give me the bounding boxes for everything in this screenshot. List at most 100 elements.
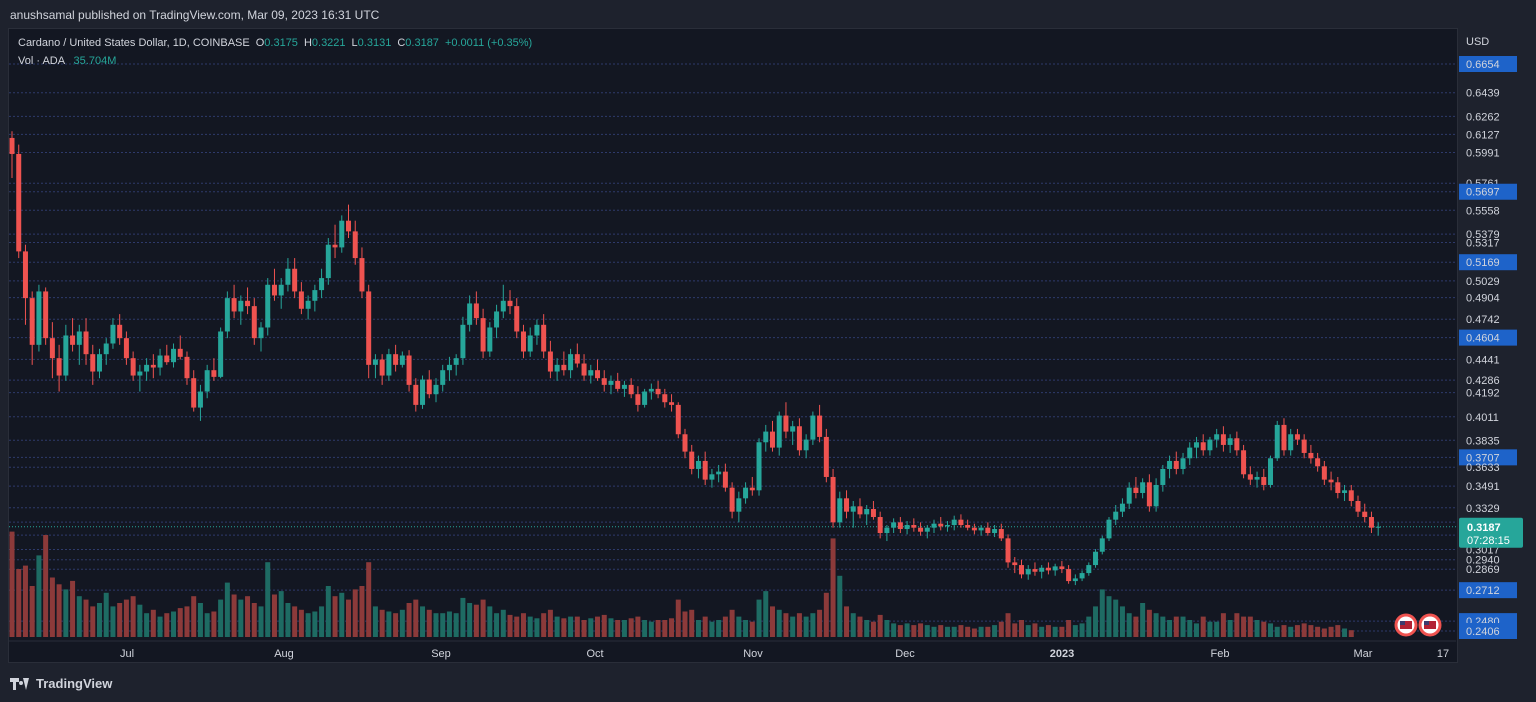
candle-body <box>325 244 331 279</box>
volume-bar <box>547 609 553 637</box>
time-tick-label: Oct <box>586 648 603 660</box>
volume-bar <box>1200 616 1206 637</box>
volume-bar <box>204 613 210 637</box>
volume-bar <box>1187 620 1193 637</box>
candle-body <box>547 351 553 372</box>
volume-bar <box>1019 620 1024 637</box>
candle-body <box>601 378 607 385</box>
candle-body <box>413 384 419 405</box>
candle-body <box>769 431 775 448</box>
candle-body <box>1261 476 1267 485</box>
candle-body <box>850 506 856 512</box>
ohlc-legend: Cardano / United States Dollar, 1D, COIN… <box>18 37 532 49</box>
candle-body <box>1140 482 1146 493</box>
volume-bar <box>1032 623 1038 637</box>
candle-body <box>379 359 385 376</box>
volume-bar <box>702 616 708 637</box>
candle-body <box>36 291 42 345</box>
candle-body <box>541 324 547 352</box>
price-tick-label: 0.4904 <box>1466 293 1500 305</box>
candle-body <box>931 523 937 528</box>
volume-bar <box>884 620 890 637</box>
price-tick-label: 0.3633 <box>1466 462 1500 474</box>
volume-bar <box>534 618 540 637</box>
candle-body <box>958 519 964 526</box>
candle-body <box>245 300 251 307</box>
candle-body <box>171 348 177 363</box>
candle-body <box>520 331 526 352</box>
candle-body <box>554 364 560 372</box>
candle-body <box>1066 569 1072 582</box>
volume-bar <box>695 620 701 637</box>
volume-bar <box>944 626 950 637</box>
volume-bar <box>608 618 614 637</box>
volume-bar <box>554 616 560 637</box>
tradingview-logo-icon <box>10 677 30 690</box>
candle-body <box>790 426 796 432</box>
price-tick-label: 0.6262 <box>1466 111 1500 123</box>
volume-bar <box>736 616 742 637</box>
high-value: 0.3221 <box>311 37 346 49</box>
candle-body <box>500 300 506 312</box>
volume-bar <box>568 616 574 637</box>
volume-bar <box>709 621 715 637</box>
volume-bar <box>756 599 762 637</box>
candle-body <box>749 487 755 491</box>
candle-body <box>689 451 695 469</box>
candle-body <box>346 220 351 232</box>
candle-body <box>595 370 601 379</box>
current-price-tag <box>1459 517 1523 548</box>
countdown-label: 07:28:15 <box>1467 535 1510 547</box>
volume-bar <box>682 611 688 637</box>
volume-bar <box>433 613 439 637</box>
candle-body <box>1113 511 1119 520</box>
volume-bar <box>36 555 42 637</box>
candle-body <box>722 471 728 488</box>
candle-body <box>870 509 876 518</box>
candle-body <box>884 527 890 534</box>
candle-body <box>150 364 156 368</box>
volume-bar <box>743 620 749 637</box>
candle-body <box>1019 565 1024 575</box>
candle-body <box>1180 458 1186 469</box>
candle-body <box>258 327 264 339</box>
volume-bar <box>211 611 217 637</box>
candle-body <box>514 306 520 332</box>
volume-bar <box>218 599 224 637</box>
chart-frame[interactable] <box>8 28 1458 663</box>
candle-body <box>339 220 345 248</box>
candle-body <box>265 284 271 328</box>
volume-bar <box>729 609 735 637</box>
candle-body <box>446 364 452 371</box>
volume-bar <box>480 599 486 637</box>
candle-body <box>130 358 136 376</box>
candle-body <box>1234 438 1240 451</box>
volume-bar <box>366 562 372 637</box>
volume-bar <box>150 609 156 637</box>
candle-body <box>1247 474 1253 480</box>
candle-body <box>218 331 224 377</box>
time-tick-label: Nov <box>743 648 763 660</box>
volume-bar <box>453 613 459 637</box>
price-tag <box>1459 183 1517 200</box>
candle-body <box>877 517 883 534</box>
price-tag <box>1459 449 1517 466</box>
volume-bar <box>669 618 675 637</box>
volume-bar <box>1281 625 1287 637</box>
candle-body <box>776 415 782 448</box>
candle-body <box>480 318 486 352</box>
candle-body <box>43 291 49 339</box>
footer-brand[interactable]: TradingView <box>10 676 112 691</box>
volume-bar <box>224 582 230 637</box>
candle-body <box>1294 434 1300 440</box>
price-tick-label: 0.6654 <box>1466 59 1500 71</box>
candle-body <box>1268 458 1274 485</box>
price-tick-label: 0.4192 <box>1466 388 1500 400</box>
close-label: C <box>397 37 406 49</box>
volume-bar <box>1153 613 1159 637</box>
volume-bar <box>298 609 304 637</box>
volume-bar <box>184 606 190 637</box>
volume-bar <box>1220 613 1226 637</box>
candle-body <box>1335 482 1341 493</box>
